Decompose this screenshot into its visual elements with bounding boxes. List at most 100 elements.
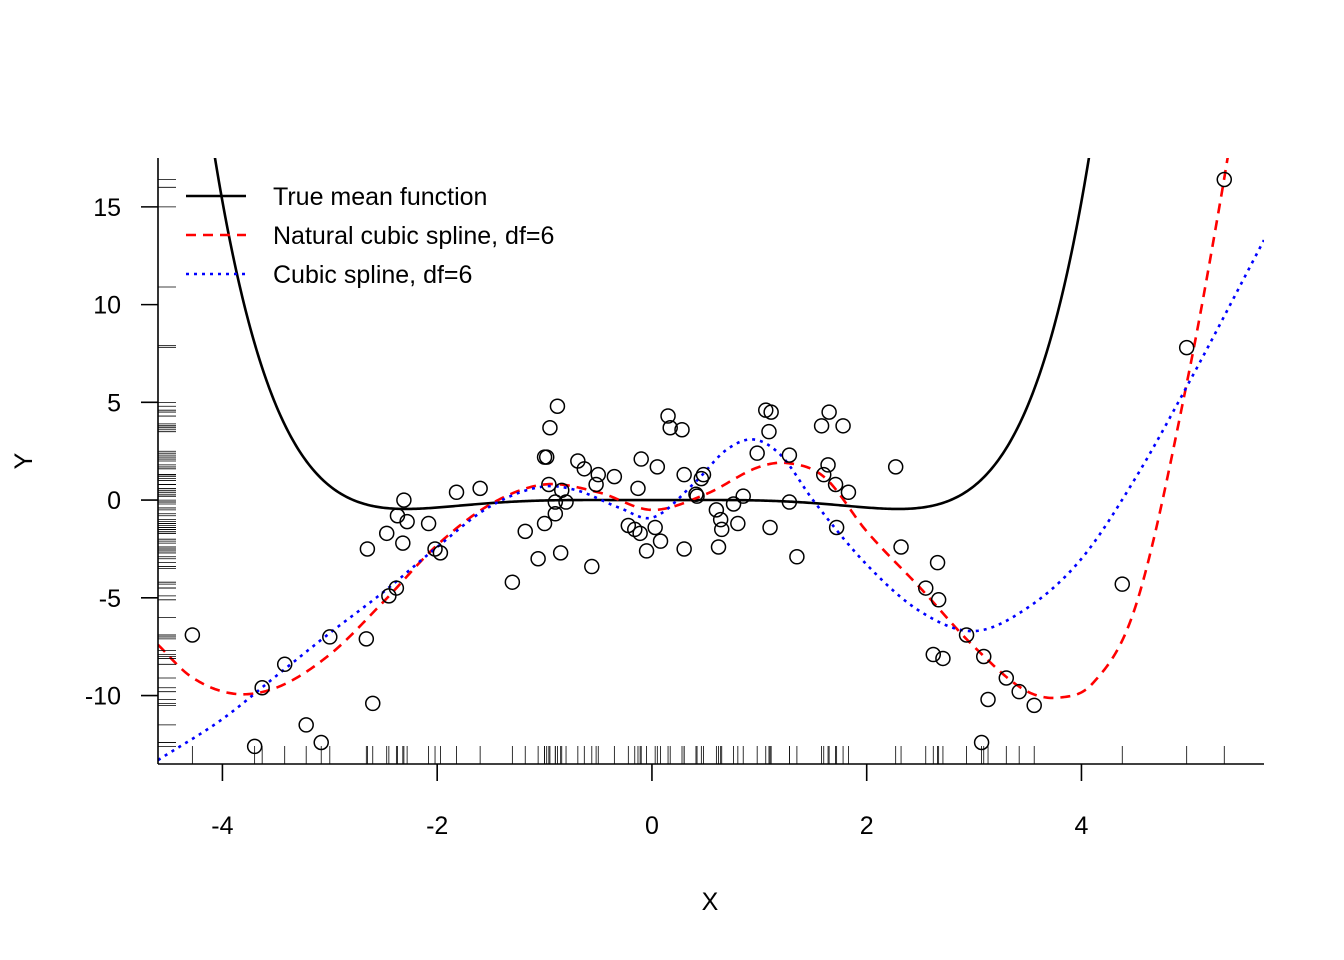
data-point xyxy=(835,418,851,434)
data-point xyxy=(781,447,798,463)
data-point xyxy=(710,539,727,555)
data-point xyxy=(647,519,663,536)
y-tick-label: 15 xyxy=(93,194,121,222)
data-point xyxy=(735,488,751,504)
data-point xyxy=(541,476,557,493)
data-point xyxy=(606,468,623,485)
data-point xyxy=(660,408,676,424)
data-point xyxy=(708,502,725,518)
axes: -4 -2 0 2 4 -10 -5 0 5 10 15 xyxy=(85,158,1264,840)
data-point xyxy=(980,691,996,708)
data-point xyxy=(399,513,415,530)
curves-layer xyxy=(158,158,1264,762)
data-point xyxy=(558,494,574,510)
data-point xyxy=(676,466,692,483)
data-point xyxy=(1178,339,1195,356)
data-point xyxy=(712,511,729,528)
data-point xyxy=(627,521,643,538)
data-point xyxy=(588,476,604,493)
data-point xyxy=(827,476,844,493)
legend-label-true-mean: True mean function xyxy=(273,183,487,211)
data-point xyxy=(725,496,742,512)
legend-label-cubic-spline: Cubic spline, df=6 xyxy=(273,261,472,289)
data-point xyxy=(632,525,648,542)
data-point xyxy=(359,541,376,557)
data-point xyxy=(378,525,395,542)
legend: True mean function Natural cubic spline,… xyxy=(186,183,554,289)
data-point xyxy=(652,533,669,549)
data-point xyxy=(930,592,947,608)
data-point xyxy=(633,451,649,467)
data-point xyxy=(638,543,655,559)
data-point xyxy=(789,549,805,565)
scatter-points xyxy=(184,171,1233,755)
data-point xyxy=(689,488,705,504)
data-point xyxy=(761,423,777,440)
data-point xyxy=(828,519,845,536)
data-point xyxy=(1026,697,1042,714)
data-point xyxy=(749,445,765,461)
data-point xyxy=(1216,171,1233,188)
x-tick-label: 2 xyxy=(860,812,874,840)
data-point xyxy=(820,457,836,473)
y-tick-label: 5 xyxy=(107,389,121,417)
data-point xyxy=(552,545,569,561)
data-point xyxy=(322,629,338,645)
data-point xyxy=(925,646,942,663)
y-tick-label: 10 xyxy=(93,292,121,320)
data-point xyxy=(547,494,564,510)
data-point xyxy=(448,484,465,501)
data-point xyxy=(358,631,375,647)
data-point xyxy=(538,449,555,465)
y-tick-label: -10 xyxy=(85,683,121,711)
data-point xyxy=(649,459,666,475)
data-point xyxy=(536,515,553,532)
data-point xyxy=(542,420,558,436)
data-point xyxy=(381,588,397,604)
data-point xyxy=(762,519,778,536)
data-point xyxy=(887,459,904,475)
data-point xyxy=(975,648,992,665)
data-point xyxy=(1011,683,1027,700)
data-point xyxy=(781,494,798,510)
data-point xyxy=(547,506,564,522)
data-point xyxy=(395,535,411,551)
data-point xyxy=(472,480,488,497)
data-point xyxy=(674,421,690,438)
data-point xyxy=(517,523,533,540)
data-point xyxy=(998,670,1015,686)
data-point xyxy=(276,656,293,673)
data-point xyxy=(630,480,646,497)
data-point xyxy=(813,418,830,434)
data-point xyxy=(929,554,946,571)
data-point xyxy=(693,470,710,487)
data-point xyxy=(815,466,832,483)
data-point xyxy=(576,461,593,477)
data-point xyxy=(365,695,381,712)
data-point xyxy=(713,521,730,538)
data-point xyxy=(396,492,412,508)
data-point xyxy=(676,541,692,557)
data-point xyxy=(420,515,437,532)
y-tick-label: 0 xyxy=(107,487,121,515)
data-point xyxy=(388,580,405,596)
x-tick-label: -2 xyxy=(426,812,448,840)
data-point xyxy=(549,398,566,415)
x-tick-label: 0 xyxy=(645,812,659,840)
data-point xyxy=(821,404,837,420)
data-point xyxy=(935,650,951,667)
data-point xyxy=(1114,576,1131,592)
data-point xyxy=(763,404,779,420)
rug-marks xyxy=(158,179,1225,764)
data-point xyxy=(432,545,449,561)
data-point xyxy=(688,486,704,502)
true-mean-curve xyxy=(213,158,1091,511)
data-point xyxy=(958,627,975,643)
data-point xyxy=(840,484,857,501)
data-point xyxy=(254,680,270,696)
x-tick-label: 4 xyxy=(1075,812,1089,840)
data-point xyxy=(662,420,678,436)
x-tick-label: -4 xyxy=(211,812,233,840)
data-point xyxy=(530,550,546,567)
